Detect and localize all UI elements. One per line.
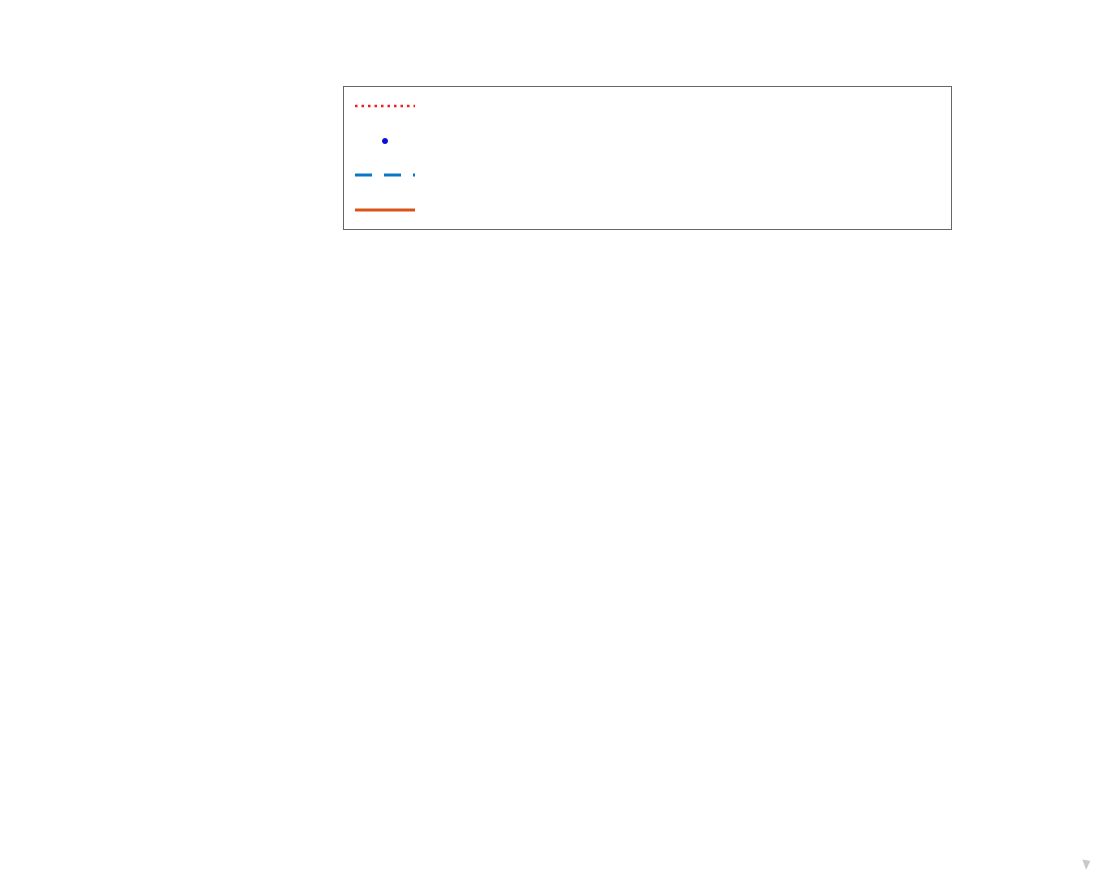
legend-entry-max-temp (344, 89, 951, 123)
legend-entry-ambient-temp (344, 158, 951, 192)
dotted-line-sample-icon (355, 105, 415, 108)
dot-marker-sample-icon (382, 137, 388, 144)
legend-entry-conductor-temp (344, 124, 951, 158)
legend-box (343, 86, 952, 230)
solid-line-sample-icon (355, 208, 415, 212)
legend-entry-wind-speed (344, 193, 951, 227)
dashed-line-sample-icon (355, 173, 415, 177)
